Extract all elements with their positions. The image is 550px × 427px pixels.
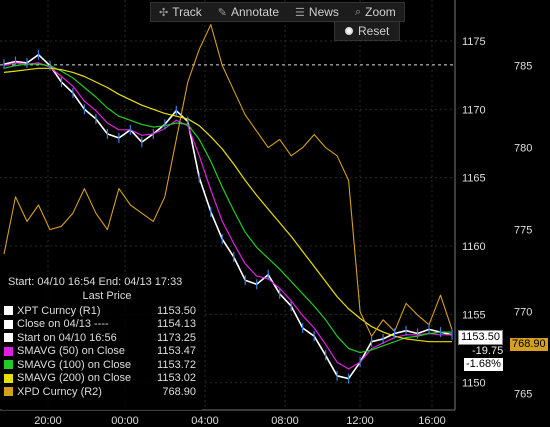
legend-value: 1153.72 [157,358,196,371]
legend-swatch [4,319,13,329]
xpd-price-tag: 768.90 [510,338,548,351]
track-button[interactable]: ✣ Track [151,3,210,21]
chart-toolbar: ✣ Track ✎ Annotate ☰ News ⌕ Zoom [150,2,405,22]
track-label: Track [172,5,202,19]
annotate-label: Annotate [231,5,280,19]
r1-tick-label: 1165 [462,173,486,185]
zoom-button[interactable]: ⌕ Zoom [347,3,404,21]
series-line [3,53,453,380]
legend-label: SMAVG (100) on Close [17,358,132,371]
x-tick-label: 00:00 [111,415,139,427]
annotate-button[interactable]: ✎ Annotate [210,3,287,21]
legend-swatch [4,346,13,356]
legend-label: Start on 04/10 16:56 [17,331,117,344]
r2-tick-label: 785 [514,61,532,73]
news-button[interactable]: ☰ News [287,3,347,21]
x-tick-label: 08:00 [271,415,299,427]
x-tick-label: 20:00 [34,415,62,427]
legend-value: 1154.13 [157,318,196,331]
legend-swatch [4,306,13,316]
legend-swatch [4,387,13,397]
legend-label: SMAVG (50) on Close [17,345,126,358]
r1-tick-label: 1170 [462,104,486,116]
legend-subheader: Last Price [82,290,132,302]
r1-tick-label: 1155 [462,309,486,321]
x-tick-label: 16:00 [418,415,446,427]
x-tick-label: 04:00 [191,415,219,427]
radio-dot-icon [345,27,353,35]
r1-tick-label: 1150 [462,378,486,390]
r2-tick-label: 775 [514,225,532,237]
series-line [3,62,452,370]
reset-button[interactable]: Reset [334,21,401,41]
r2-tick-label: 770 [514,307,532,319]
zoom-label: Zoom [365,5,396,19]
legend-label: Close on 04/13 ---- [17,318,109,331]
reset-label: Reset [358,24,390,38]
series-line [3,63,452,354]
news-icon: ☰ [295,6,305,19]
magnifier-icon: ⌕ [354,5,362,18]
r1-tick-label: 1175 [462,36,486,48]
legend-swatch [4,333,13,343]
legend-row: XPD Curncy (R2) 768.90 [2,385,202,399]
legend-label: SMAVG (200) on Close [17,372,132,385]
legend-label: XPD Curncy (R2) [17,385,102,398]
legend-swatch [4,360,13,370]
legend-date-range: Start: 04/10 16:54 End: 04/13 17:33 [8,276,183,288]
legend-value: 768.90 [162,385,196,398]
x-tick-label: 12:00 [346,415,374,427]
last-price-tag: 1153.50 [458,330,503,345]
r1-tick-label: 1160 [462,241,486,253]
r2-tick-label: 780 [514,143,532,155]
change-pct-tag: -1.68% [464,358,503,371]
legend-label: XPT Curncy (R1) [17,304,101,317]
crosshair-icon: ✣ [159,6,169,19]
news-label: News [308,5,339,19]
legend-swatch [4,373,13,383]
legend-row: Start on 04/10 16:56 1173.25 [2,331,202,345]
legend-value: 1173.25 [157,331,196,344]
legend-value: 1153.02 [157,372,196,385]
legend-row: Close on 04/13 ---- 1154.13 [2,318,202,332]
r2-tick-label: 765 [514,389,532,401]
change-tag: -19.75 [472,345,504,357]
series-line [3,67,452,343]
legend-row: SMAVG (100) on Close 1153.72 [2,358,202,372]
series-line [3,24,453,337]
legend-value: 1153.50 [157,304,196,317]
legend-row: SMAVG (50) on Close 1153.47 [2,345,202,359]
legend-value: 1153.47 [157,345,196,358]
legend-row: SMAVG (200) on Close 1153.02 [2,372,202,386]
legend-row: XPT Curncy (R1) 1153.50 [2,304,202,318]
pencil-icon: ✎ [217,6,227,19]
legend-panel: Start: 04/10 16:54 End: 04/13 17:33 Last… [2,272,202,410]
legend-rows: XPT Curncy (R1) 1153.50 Close on 04/13 ---… [2,304,202,399]
